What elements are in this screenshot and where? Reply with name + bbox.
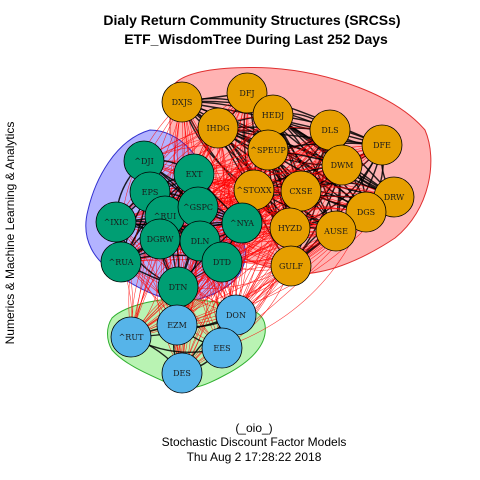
network-node: AUSE	[315, 210, 357, 252]
chart-title-line2: ETF_WisdomTree During Last 252 Days	[124, 31, 388, 47]
node-label: DES	[173, 369, 191, 378]
node-circle	[315, 210, 357, 252]
node-label: DFJ	[239, 89, 254, 98]
node-label: DGRW	[147, 235, 175, 244]
node-label: EPS	[142, 188, 159, 197]
node-label: DXJS	[172, 98, 193, 107]
edge-between-communities	[130, 227, 291, 338]
node-label: CXSE	[289, 187, 312, 196]
network-node: DTN	[157, 266, 199, 308]
edge-between-communities	[181, 230, 337, 374]
node-label: ^SPEUP	[250, 146, 286, 155]
node-circle	[247, 129, 289, 171]
node-circle	[221, 202, 263, 244]
network-node: ^IXIC	[95, 201, 137, 243]
network-nodes: DXJS DFJ IHDG HEDJ DLS DFE ^SPEUP DWM ^STOXX CXSE…	[95, 72, 415, 394]
network-node: ^SPEUP	[247, 129, 289, 171]
node-label: DTN	[169, 283, 188, 292]
network-node: DFE	[361, 124, 403, 166]
node-circle	[345, 191, 387, 233]
network-node: HEDJ	[252, 94, 294, 136]
caption-line3: Thu Aug 2 17:28:22 2018	[187, 450, 322, 464]
node-label: ^NYA	[230, 219, 254, 228]
node-label: AUSE	[323, 227, 348, 236]
node-circle	[95, 201, 137, 243]
node-label: GULF	[279, 262, 303, 271]
edge-between-communities	[176, 230, 337, 326]
node-circle	[201, 327, 243, 369]
network-node: ^NYA	[221, 202, 263, 244]
node-label: ^DJI	[134, 157, 153, 166]
node-label: EXT	[186, 170, 204, 179]
chart-title-line1: Dialy Return Community Structures (SRCSs…	[103, 12, 400, 28]
node-label: HEDJ	[262, 111, 284, 120]
edge-between-communities	[143, 160, 395, 198]
node-label: ^GSPC	[183, 203, 213, 212]
network-node: IHDG	[197, 107, 239, 149]
network-node: GULF	[270, 245, 312, 287]
node-label: DRW	[384, 193, 405, 202]
caption-line2: Stochastic Discount Factor Models	[162, 435, 347, 449]
edge-between-communities	[130, 265, 292, 338]
node-circle	[201, 241, 243, 283]
node-label: EZM	[167, 321, 187, 330]
network-node: EES	[201, 327, 243, 369]
node-label: IHDG	[207, 124, 230, 133]
node-label: DWM	[331, 161, 354, 170]
node-label: DLN	[191, 237, 210, 246]
node-circle	[161, 81, 203, 123]
node-circle	[156, 304, 198, 346]
network-node: CXSE	[280, 170, 322, 212]
node-circle	[321, 144, 363, 186]
node-label: ^RUI	[154, 212, 177, 221]
network-node: ^RUT	[110, 316, 152, 358]
node-label: DTD	[213, 258, 231, 267]
node-label: DLS	[321, 126, 338, 135]
node-circle	[270, 245, 312, 287]
caption-line1: (_oio_)	[235, 421, 272, 435]
node-circle	[161, 352, 203, 394]
node-label: DON	[226, 311, 246, 320]
node-label: HYZD	[278, 224, 302, 233]
network-node: DGRW	[139, 218, 181, 260]
node-label: ^RUT	[119, 333, 144, 342]
node-label: DGS	[357, 208, 375, 217]
node-label: ^IXIC	[104, 218, 129, 227]
edge-between-communities	[143, 160, 292, 267]
edge-between-communities	[115, 92, 248, 223]
network-node: DES	[161, 352, 203, 394]
network-node: ^RUA	[100, 241, 142, 283]
network-node: DXJS	[161, 81, 203, 123]
side-axis-label: Numerics & Machine Learning & Analytics	[3, 122, 17, 345]
edge-between-communities	[193, 168, 395, 198]
network-node: DGS	[345, 191, 387, 233]
node-circle	[197, 107, 239, 149]
network-node: HYZD	[269, 207, 311, 249]
node-label: EES	[213, 344, 230, 353]
network-node: EZM	[156, 304, 198, 346]
network-node: DTD	[201, 241, 243, 283]
node-circle	[100, 241, 142, 283]
node-label: ^STOXX	[236, 186, 272, 195]
network-node: DWM	[321, 144, 363, 186]
node-label: ^RUA	[109, 258, 134, 267]
node-circle	[110, 316, 152, 358]
node-circle	[361, 124, 403, 166]
node-label: DFE	[373, 141, 391, 150]
network-node: DLS	[309, 109, 351, 151]
